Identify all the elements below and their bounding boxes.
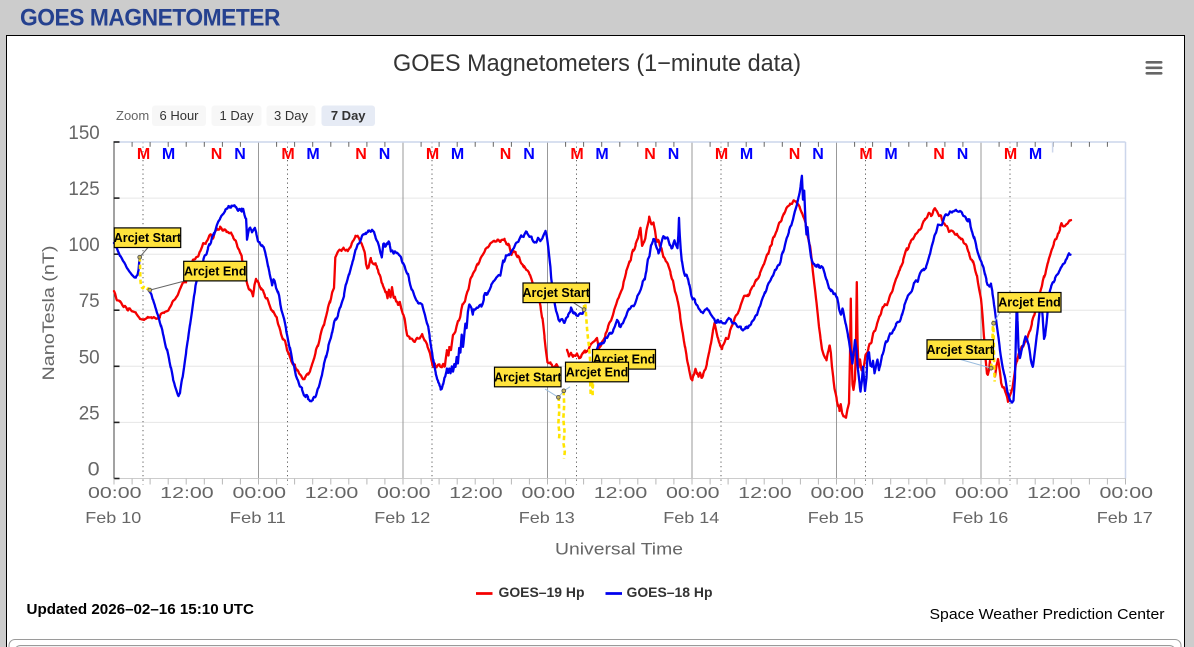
svg-text:GOES–19 Hp: GOES–19 Hp — [499, 584, 585, 600]
svg-text:Feb 17: Feb 17 — [1097, 510, 1153, 527]
svg-text:25: 25 — [79, 403, 100, 424]
svg-text:Feb 13: Feb 13 — [519, 510, 575, 527]
svg-text:Feb 14: Feb 14 — [663, 510, 719, 527]
svg-text:GOES Magnetometers (1−minute d: GOES Magnetometers (1−minute data) — [393, 50, 801, 77]
svg-text:N: N — [668, 146, 680, 163]
svg-text:M: M — [884, 146, 897, 163]
svg-text:00:00: 00:00 — [233, 485, 287, 502]
svg-text:Universal Time: Universal Time — [555, 541, 683, 559]
svg-text:N: N — [789, 146, 801, 163]
svg-text:M: M — [162, 146, 175, 163]
svg-text:6 Hour: 6 Hour — [159, 108, 199, 123]
svg-text:00:00: 00:00 — [88, 485, 142, 502]
svg-text:12:00: 12:00 — [594, 485, 648, 502]
svg-text:00:00: 00:00 — [377, 485, 431, 502]
svg-text:Arcjet Start: Arcjet Start — [494, 370, 562, 384]
svg-text:N: N — [957, 146, 969, 163]
svg-text:125: 125 — [68, 179, 99, 200]
svg-text:Arcjet End: Arcjet End — [998, 296, 1061, 310]
svg-text:Updated 2026–02–16 15:10 UTC: Updated 2026–02–16 15:10 UTC — [27, 601, 255, 618]
svg-text:N: N — [355, 146, 367, 163]
svg-text:Arcjet Start: Arcjet Start — [114, 231, 182, 245]
svg-text:N: N — [234, 146, 246, 163]
svg-text:00:00: 00:00 — [522, 485, 576, 502]
svg-text:GOES–18 Hp: GOES–18 Hp — [627, 584, 713, 600]
svg-text:N: N — [500, 146, 512, 163]
svg-text:Feb 15: Feb 15 — [808, 510, 864, 527]
svg-text:GOES MAGNETOMETER: GOES MAGNETOMETER — [20, 5, 280, 32]
svg-text:Arcjet End: Arcjet End — [566, 365, 629, 379]
svg-text:NanoTesla (nT): NanoTesla (nT) — [39, 246, 58, 381]
svg-text:50: 50 — [79, 347, 100, 368]
svg-text:Zoom: Zoom — [116, 108, 149, 123]
svg-text:Space Weather Prediction Cente: Space Weather Prediction Center — [930, 607, 1165, 623]
svg-text:M: M — [306, 146, 319, 163]
svg-text:00:00: 00:00 — [1100, 485, 1154, 502]
svg-text:M: M — [740, 146, 753, 163]
svg-text:M: M — [715, 146, 728, 163]
svg-text:N: N — [933, 146, 945, 163]
svg-text:75: 75 — [79, 291, 100, 312]
svg-text:00:00: 00:00 — [811, 485, 865, 502]
svg-text:Feb 10: Feb 10 — [85, 510, 141, 527]
svg-text:M: M — [1004, 146, 1017, 163]
svg-text:M: M — [595, 146, 608, 163]
svg-text:12:00: 12:00 — [1027, 485, 1081, 502]
svg-text:M: M — [859, 146, 872, 163]
svg-text:12:00: 12:00 — [160, 485, 214, 502]
svg-text:M: M — [137, 146, 150, 163]
svg-text:12:00: 12:00 — [883, 485, 937, 502]
svg-text:M: M — [570, 146, 583, 163]
svg-text:100: 100 — [68, 235, 99, 256]
svg-text:Arcjet Start: Arcjet Start — [927, 343, 995, 357]
svg-text:M: M — [426, 146, 439, 163]
svg-text:00:00: 00:00 — [955, 485, 1009, 502]
svg-text:N: N — [211, 146, 223, 163]
svg-text:M: M — [1029, 146, 1042, 163]
svg-text:7 Day: 7 Day — [331, 108, 366, 123]
svg-text:0: 0 — [88, 460, 100, 481]
svg-text:Arcjet Start: Arcjet Start — [523, 286, 591, 300]
svg-text:3 Day: 3 Day — [274, 108, 308, 123]
svg-text:Feb 12: Feb 12 — [374, 510, 430, 527]
svg-text:N: N — [523, 146, 535, 163]
svg-text:M: M — [451, 146, 464, 163]
svg-text:12:00: 12:00 — [738, 485, 792, 502]
svg-text:00:00: 00:00 — [666, 485, 720, 502]
svg-text:N: N — [379, 146, 391, 163]
svg-text:1 Day: 1 Day — [220, 108, 254, 123]
svg-text:150: 150 — [68, 123, 99, 144]
svg-text:N: N — [644, 146, 656, 163]
svg-text:12:00: 12:00 — [305, 485, 359, 502]
svg-text:Feb 11: Feb 11 — [230, 510, 286, 527]
svg-text:Arcjet End: Arcjet End — [184, 265, 247, 279]
svg-text:Feb 16: Feb 16 — [952, 510, 1008, 527]
svg-text:M: M — [281, 146, 294, 163]
svg-text:N: N — [812, 146, 824, 163]
svg-text:12:00: 12:00 — [449, 485, 503, 502]
